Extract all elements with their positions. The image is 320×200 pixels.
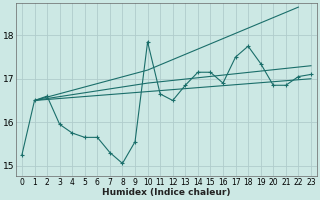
X-axis label: Humidex (Indice chaleur): Humidex (Indice chaleur) bbox=[102, 188, 231, 197]
